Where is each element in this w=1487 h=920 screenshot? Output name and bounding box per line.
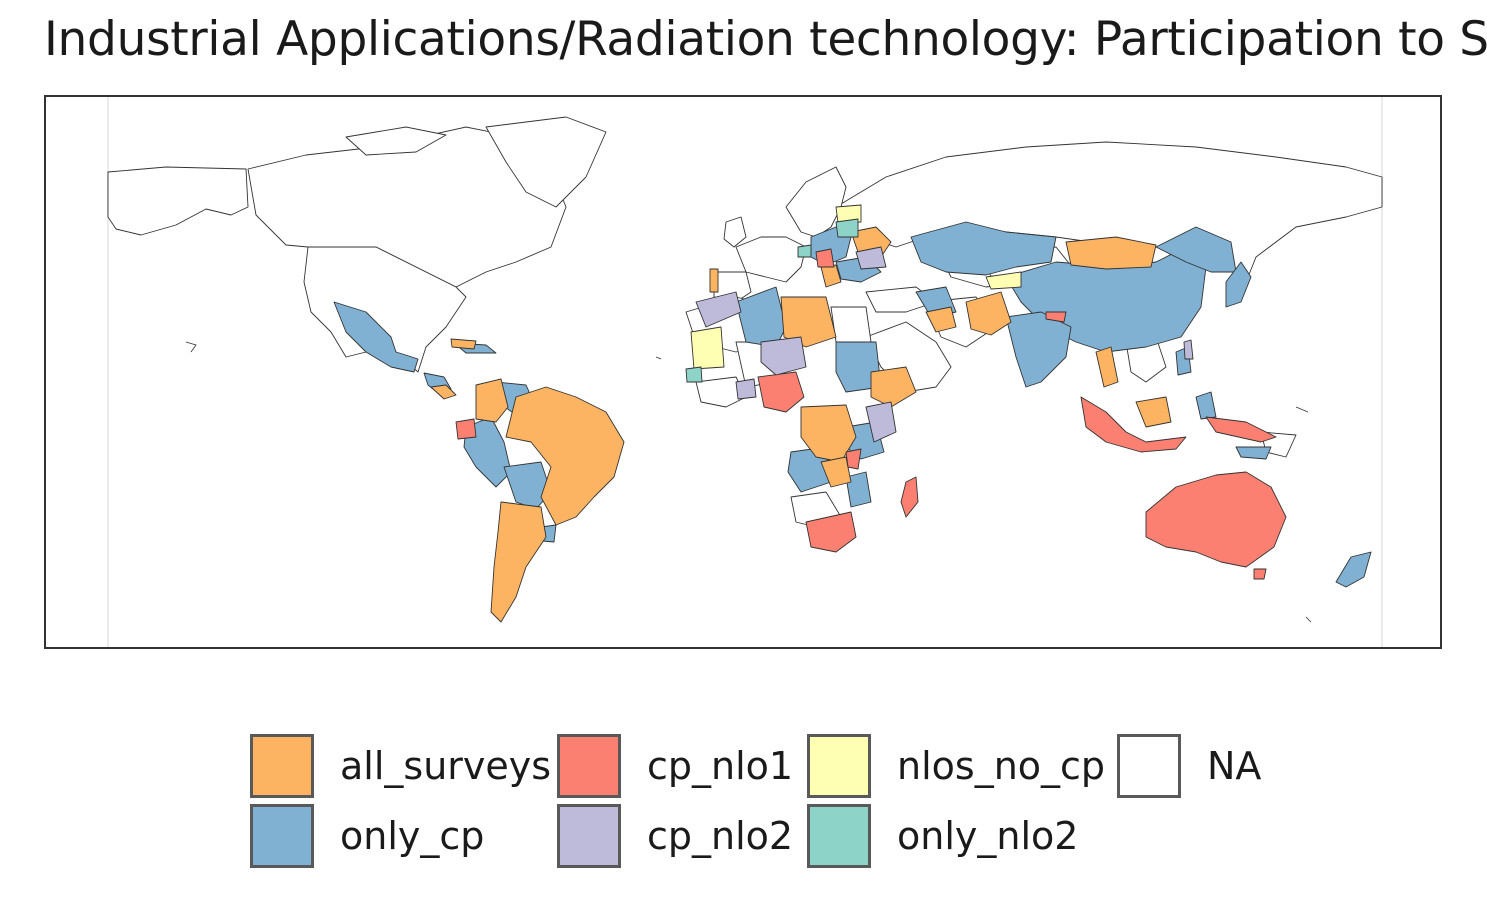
legend-key-only-cp (250, 804, 314, 868)
country-niger (760, 336, 807, 376)
country-mexico (333, 301, 419, 373)
country-tasmania (1253, 568, 1267, 580)
legend-label-cp-nlo1: cp_nlo1 (647, 744, 794, 788)
country-new-zealand (1335, 551, 1372, 588)
legend-key-nlos-no-cp (807, 734, 871, 798)
country-libya (780, 296, 837, 348)
country-portugal (709, 268, 719, 293)
country-ukraine-purple (855, 246, 887, 270)
country-oman (925, 306, 957, 333)
legend-item-cp-nlo2: cp_nlo2 (557, 802, 793, 870)
country-argentina (490, 501, 547, 623)
country-nigeria (757, 371, 805, 413)
country-mauritania (690, 326, 725, 370)
legend-label-na: NA (1207, 744, 1262, 788)
country-belarus-yellow (835, 204, 862, 224)
country-sudan (835, 341, 882, 393)
legend-label-all-surveys: all_surveys (340, 744, 552, 788)
country-usa (303, 246, 467, 373)
country-japan (1225, 261, 1252, 308)
country-south-africa (805, 511, 857, 553)
country-uk (723, 216, 747, 248)
country-brazil (505, 386, 625, 526)
country-morocco (695, 291, 742, 328)
country-sulawesi (1195, 391, 1217, 420)
country-western-europe (735, 236, 807, 283)
legend-key-cp-nlo2 (557, 804, 621, 868)
country-balkans-teal (797, 244, 812, 258)
legend-key-all-surveys (250, 734, 314, 798)
country-greenland (485, 116, 607, 208)
country-ecuador (455, 418, 477, 440)
legend-item-all-surveys: all_surveys (250, 732, 551, 800)
country-zambia (820, 456, 852, 488)
legend-key-na (1117, 734, 1181, 798)
legend-label-nlos-no-cp: nlos_no_cp (897, 744, 1106, 788)
country-indonesia-east (1205, 416, 1277, 443)
country-nepal (1045, 311, 1067, 323)
country-kazakhstan (910, 221, 1057, 276)
country-canada-islands (345, 126, 447, 156)
legend-label-cp-nlo2: cp_nlo2 (647, 814, 794, 858)
world-map (107, 97, 1383, 647)
country-timor-blue (1235, 446, 1272, 460)
country-central-asia-yellow (985, 271, 1022, 290)
country-central-america-orange (430, 384, 457, 400)
country-australia (1145, 471, 1287, 568)
country-india (1005, 311, 1072, 388)
legend-key-only-nlo2 (807, 804, 871, 868)
country-kenya (865, 401, 897, 443)
country-burkina (735, 378, 757, 400)
country-thailand (1095, 346, 1119, 388)
country-algeria (735, 286, 787, 348)
legend-item-cp-nlo1: cp_nlo1 (557, 732, 793, 800)
country-philippines-purple (1183, 339, 1194, 360)
country-lithuania-teal (835, 218, 859, 238)
country-colombia (475, 378, 509, 423)
country-ethiopia (870, 366, 917, 408)
legend-item-only-cp: only_cp (250, 802, 484, 870)
country-senegal-teal (685, 366, 703, 383)
country-caribbean-orange (450, 338, 477, 350)
legend-label-only-nlo2: only_nlo2 (897, 814, 1079, 858)
country-egypt (830, 306, 872, 343)
country-madagascar (900, 476, 919, 518)
country-west-africa-white (695, 376, 747, 408)
legend-item-only-nlo2: only_nlo2 (807, 802, 1078, 870)
world-map-panel (44, 95, 1442, 649)
country-mozambique (845, 471, 872, 508)
legend-item-na: NA (1117, 732, 1261, 800)
country-malawi (845, 448, 862, 470)
legend-key-cp-nlo1 (557, 734, 621, 798)
country-mongolia (1065, 236, 1157, 270)
country-alaska (107, 166, 249, 236)
country-balkans-red (815, 248, 835, 268)
map-title: Industrial Applications/Radiation techno… (44, 12, 1487, 67)
country-indonesia (1080, 396, 1187, 453)
country-iberia (713, 271, 752, 303)
country-borneo (1135, 396, 1172, 428)
legend-label-only-cp: only_cp (340, 814, 485, 858)
legend-item-nlos-no-cp: nlos_no_cp (807, 732, 1105, 800)
country-pakistan (965, 291, 1012, 336)
